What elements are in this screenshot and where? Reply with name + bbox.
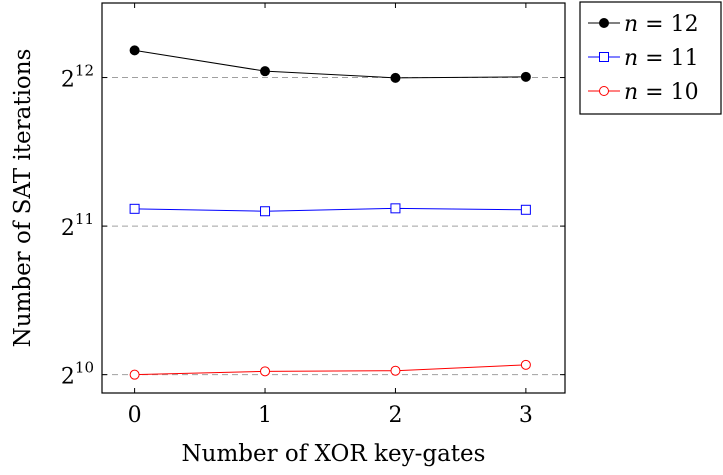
legend-equals: = bbox=[638, 80, 670, 105]
legend-value: 12 bbox=[671, 12, 699, 37]
legend-equals: = bbox=[638, 46, 670, 71]
legend-entry: n = 11 bbox=[588, 46, 699, 71]
y-tick-label: 210 bbox=[61, 359, 94, 390]
legend-equals: = bbox=[638, 12, 670, 37]
series-11 bbox=[129, 203, 531, 217]
legend-entry: n = 12 bbox=[588, 12, 699, 37]
data-point bbox=[390, 203, 401, 214]
data-point bbox=[260, 206, 271, 217]
legend-variable: n bbox=[624, 80, 638, 105]
legend-label: n = 12 bbox=[624, 12, 699, 37]
y-tick-label: 212 bbox=[61, 62, 94, 93]
legend: n = 12n = 11n = 10 bbox=[579, 1, 722, 115]
series-layer bbox=[129, 45, 531, 380]
data-point bbox=[129, 369, 140, 380]
legend-marker bbox=[599, 86, 609, 96]
series-line bbox=[134, 207, 526, 212]
x-tick-label: 2 bbox=[388, 403, 402, 428]
legend-marker bbox=[599, 18, 609, 28]
grid-lines bbox=[102, 77, 565, 376]
y-tick-exponent: 11 bbox=[75, 210, 94, 228]
data-point bbox=[390, 72, 401, 83]
x-tick-label: 0 bbox=[128, 403, 142, 428]
legend-label: n = 11 bbox=[624, 46, 699, 71]
legend-entry: n = 10 bbox=[588, 80, 699, 105]
x-tick-label: 1 bbox=[258, 403, 272, 428]
y-tick-base: 2 bbox=[61, 68, 75, 93]
y-axis-label: Number of SAT iterations bbox=[10, 49, 36, 348]
legend-value: 10 bbox=[671, 80, 699, 105]
legend-marker bbox=[599, 52, 609, 62]
x-tick-label: 3 bbox=[519, 403, 533, 428]
y-tick-base: 2 bbox=[61, 216, 75, 241]
y-tick-exponent: 12 bbox=[75, 62, 94, 80]
x-axis-label: Number of XOR key-gates bbox=[182, 441, 486, 467]
series-line bbox=[134, 364, 526, 376]
legend-variable: n bbox=[624, 12, 638, 37]
data-point bbox=[520, 71, 531, 82]
data-point bbox=[260, 66, 271, 77]
series-10 bbox=[129, 359, 531, 380]
legend-value: 11 bbox=[671, 46, 699, 71]
legend-variable: n bbox=[624, 46, 638, 71]
data-point bbox=[129, 45, 140, 56]
plot-frame bbox=[101, 2, 566, 394]
series-line bbox=[134, 49, 526, 79]
y-tick-base: 2 bbox=[61, 365, 75, 390]
data-point bbox=[260, 366, 271, 377]
y-tick-label: 211 bbox=[61, 210, 94, 241]
data-point bbox=[129, 203, 140, 214]
data-point bbox=[520, 204, 531, 215]
y-tick-exponent: 10 bbox=[75, 359, 94, 377]
data-point bbox=[390, 365, 401, 376]
legend-label: n = 10 bbox=[624, 80, 699, 105]
data-point bbox=[520, 359, 531, 370]
series-12 bbox=[129, 45, 531, 83]
